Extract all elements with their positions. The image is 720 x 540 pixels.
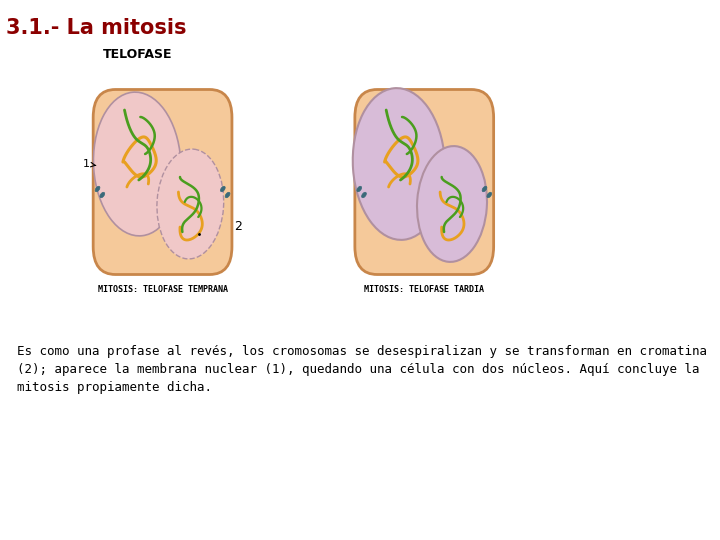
Ellipse shape bbox=[487, 192, 492, 198]
Ellipse shape bbox=[157, 149, 224, 259]
FancyBboxPatch shape bbox=[93, 90, 232, 274]
Ellipse shape bbox=[353, 88, 445, 240]
Ellipse shape bbox=[361, 192, 366, 198]
Ellipse shape bbox=[417, 146, 487, 262]
Text: MITOSIS: TELOFASE TARDIA: MITOSIS: TELOFASE TARDIA bbox=[364, 285, 485, 294]
Text: Es como una profase al revés, los cromosomas se desespiralizan y se transforman : Es como una profase al revés, los cromos… bbox=[17, 345, 708, 394]
Ellipse shape bbox=[100, 192, 104, 198]
Ellipse shape bbox=[220, 186, 225, 192]
Ellipse shape bbox=[225, 192, 230, 198]
FancyBboxPatch shape bbox=[355, 90, 494, 274]
Text: 3.1.- La mitosis: 3.1.- La mitosis bbox=[6, 18, 187, 38]
Text: MITOSIS: TELOFASE TEMPRANA: MITOSIS: TELOFASE TEMPRANA bbox=[98, 285, 228, 294]
Text: 2: 2 bbox=[234, 220, 242, 233]
Text: TELOFASE: TELOFASE bbox=[103, 48, 173, 61]
Ellipse shape bbox=[357, 186, 361, 192]
Ellipse shape bbox=[482, 186, 487, 192]
Text: 1: 1 bbox=[84, 159, 96, 169]
Ellipse shape bbox=[95, 186, 100, 192]
Ellipse shape bbox=[94, 92, 181, 236]
